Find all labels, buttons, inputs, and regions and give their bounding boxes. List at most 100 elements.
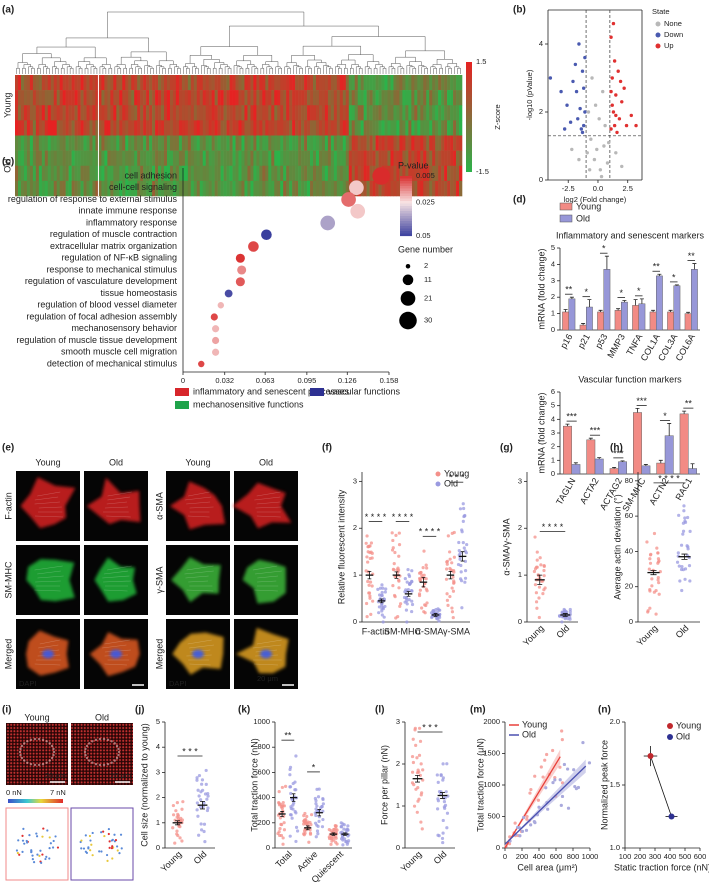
heatmap-cell <box>363 180 367 197</box>
heatmap-cell <box>405 135 409 151</box>
jitter-point <box>560 615 565 619</box>
bar <box>568 298 576 331</box>
heatmap-cell <box>205 75 209 91</box>
legend-label: Up <box>664 41 674 50</box>
heatmap-cell <box>15 105 19 121</box>
error-bar <box>367 570 372 580</box>
significance: ** <box>284 731 292 741</box>
heatmap-cell <box>74 165 78 182</box>
jitter-point <box>291 803 295 807</box>
error-bar <box>562 613 568 617</box>
cell-outline-dot <box>29 738 33 742</box>
fiber <box>186 589 214 592</box>
heatmap-cell <box>187 180 192 197</box>
heatmap-cell <box>315 180 320 197</box>
heatmap-cell <box>193 165 198 182</box>
jitter-point <box>462 546 466 550</box>
heatmap-cell <box>80 120 84 136</box>
jitter-point <box>443 796 447 800</box>
heatmap-cell <box>292 180 296 197</box>
jitter-point <box>381 607 385 611</box>
jitter-point <box>414 743 418 747</box>
cell-shape <box>94 557 137 602</box>
scatter-point <box>525 814 529 819</box>
jitter-point <box>452 555 456 559</box>
point <box>548 76 553 80</box>
bar <box>691 269 698 331</box>
heatmap-cell <box>310 120 314 136</box>
dendrogram-branch <box>447 63 458 67</box>
significance: * <box>584 287 588 297</box>
heatmap-cell <box>199 120 204 136</box>
heatmap-cell <box>390 90 394 106</box>
heatmap-cell <box>333 90 338 106</box>
heatmap-cell <box>110 105 114 121</box>
heatmap-cell <box>104 165 108 182</box>
heatmap-cell <box>280 105 284 121</box>
heatmap-cell <box>101 180 105 197</box>
significance: * <box>312 762 316 772</box>
heatmap-cell <box>393 90 397 106</box>
heatmap-cell <box>262 90 266 106</box>
heatmap-cell <box>235 120 239 136</box>
heatmap-cell <box>15 150 19 167</box>
heatmap-cell <box>396 105 400 121</box>
heatmap-cell <box>265 75 269 91</box>
jitter-point <box>460 606 464 610</box>
heatmap-cell <box>310 90 314 106</box>
heatmap-cell <box>235 90 239 106</box>
y-axis-title: -log10 (pValue) <box>525 69 534 120</box>
heatmap-cell <box>128 135 132 151</box>
jitter-point <box>397 578 401 582</box>
jitter-point <box>206 806 210 810</box>
jitter-point <box>198 805 203 809</box>
heatmap-cell <box>229 135 233 151</box>
heatmap-cell <box>244 165 248 182</box>
heatmap-cell <box>241 135 245 151</box>
heatmap-cell <box>26 90 31 106</box>
fiber <box>104 663 127 666</box>
heatmap-cell <box>387 90 391 106</box>
force-dot <box>48 857 51 860</box>
jitter-point <box>412 804 417 808</box>
heatmap-cell <box>262 180 266 197</box>
jitter-point <box>393 595 397 599</box>
jitter-point <box>439 773 443 777</box>
cell-outline-dot <box>106 738 110 742</box>
scatter-point <box>536 798 541 802</box>
jitter-point <box>443 803 448 807</box>
heatmap-cell <box>307 90 311 106</box>
jitter-point <box>405 620 409 624</box>
heatmap-cell <box>426 135 430 151</box>
heatmap-cell <box>187 135 192 151</box>
force-dot <box>84 834 87 837</box>
heatmap-cell <box>164 150 168 167</box>
heatmap-cell <box>187 105 192 121</box>
fiber <box>34 501 60 505</box>
heatmap-cell <box>441 120 445 136</box>
heatmap-cell <box>190 120 195 136</box>
heatmap-cell <box>441 105 445 121</box>
significance: ** <box>685 399 693 409</box>
jitter-point <box>195 801 199 805</box>
jitter-point <box>394 616 398 620</box>
jitter-point <box>341 822 345 826</box>
heatmap-cell <box>172 75 177 91</box>
pvalue-colorbar <box>400 216 412 219</box>
jitter-point <box>463 580 467 584</box>
heatmap-cell <box>128 165 132 182</box>
size-legend <box>399 311 417 330</box>
heatmap-cell <box>444 120 448 136</box>
cell-shape <box>20 477 76 529</box>
chart-title: Vascular function markers <box>578 374 682 384</box>
jitter-point <box>305 814 309 819</box>
heatmap-cell <box>56 90 60 106</box>
force-dot <box>89 849 92 852</box>
heatmap-cell <box>199 165 204 182</box>
heatmap-cell <box>384 135 388 151</box>
heatmap-cell <box>423 120 427 136</box>
jitter-point <box>688 579 692 583</box>
heatmap-cell <box>29 165 34 182</box>
heatmap-cell <box>217 150 221 167</box>
heatmap-cell <box>217 165 221 182</box>
